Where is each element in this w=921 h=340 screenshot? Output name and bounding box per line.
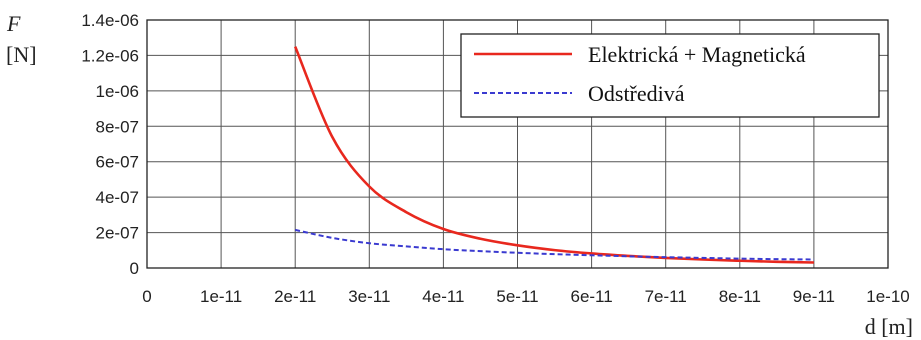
legend: Elektrická + Magnetická Odstředivá [460,33,880,118]
legend-label-centrifugal: Odstředivá [588,81,685,106]
y-tick-label: 1.4e-06 [81,11,139,30]
series-line-centrifugal [294,228,814,261]
x-tick-label: 9e-11 [793,287,835,306]
y-tick-label: 4e-07 [96,188,139,207]
x-tick-label: 2e-11 [274,287,316,306]
x-axis-title: d [m] [865,314,913,339]
x-tick-label: 1e-10 [866,287,909,306]
y-tick-label: 1e-06 [96,82,139,101]
x-tick-label: 4e-11 [422,287,464,306]
y-tick-label: 2e-07 [96,224,139,243]
x-tick-label: 8e-11 [719,287,761,306]
x-tick-label: 6e-11 [570,287,612,306]
plot-frame [146,19,889,269]
legend-box [460,33,880,118]
y-axis-unit: [N] [6,42,37,67]
y-tick-label: 8e-07 [96,117,139,136]
x-tick-label: 3e-11 [348,287,390,306]
x-tick-label: 0 [142,287,151,306]
y-tick-label: 6e-07 [96,153,139,172]
series-lines [293,46,814,264]
y-tick-label: 1.2e-06 [81,46,139,65]
legend-label-electric-magnetic: Elektrická + Magnetická [588,42,806,67]
x-tick-label: 1e-11 [200,287,242,306]
series-line-electric-magnetic [293,46,814,264]
ticks: 0 1e-11 2e-11 3e-11 4e-11 5e-11 6e-11 7e-11 8e-1… [81,11,909,306]
y-axis-title: F [6,11,21,36]
y-tick-label: 0 [130,259,139,278]
x-tick-label: 5e-11 [496,287,538,306]
x-tick-label: 7e-11 [645,287,687,306]
